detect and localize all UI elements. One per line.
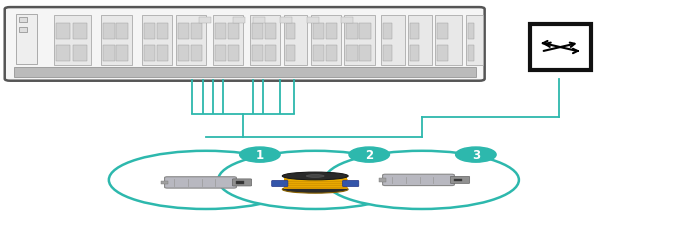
Bar (530, 25, 591, 71)
Bar (408, 16, 432, 66)
FancyBboxPatch shape (165, 177, 236, 188)
Bar (54, 16, 91, 66)
Bar (410, 24, 419, 40)
Bar (117, 46, 128, 62)
Bar (215, 46, 226, 62)
Bar (466, 16, 483, 66)
FancyBboxPatch shape (232, 179, 252, 186)
Bar (383, 46, 392, 62)
Text: 2: 2 (365, 148, 373, 162)
Bar (73, 46, 86, 62)
Bar (161, 181, 168, 184)
Bar (252, 46, 263, 62)
Bar (325, 24, 338, 40)
Bar (265, 46, 277, 62)
Circle shape (456, 147, 496, 163)
Bar (341, 18, 353, 24)
Ellipse shape (284, 175, 347, 181)
Bar (56, 24, 70, 40)
Ellipse shape (325, 151, 519, 209)
Bar (310, 16, 341, 66)
Bar (435, 16, 462, 66)
Bar (144, 24, 155, 40)
Bar (265, 24, 277, 40)
Ellipse shape (218, 151, 412, 209)
Bar (215, 24, 226, 40)
Bar (381, 16, 405, 66)
Bar (233, 18, 245, 24)
Bar (346, 46, 358, 62)
Bar (142, 16, 172, 66)
FancyBboxPatch shape (343, 181, 359, 187)
Bar (313, 24, 324, 40)
FancyBboxPatch shape (450, 177, 470, 184)
Bar (199, 18, 211, 24)
Ellipse shape (306, 175, 324, 178)
Bar (103, 46, 115, 62)
Bar (313, 46, 324, 62)
Bar (383, 24, 392, 40)
Bar (284, 16, 307, 66)
Bar (286, 24, 294, 40)
Bar (14, 68, 476, 78)
Bar (253, 18, 265, 24)
Circle shape (240, 147, 280, 163)
Bar (454, 179, 462, 181)
Bar (178, 24, 189, 40)
Bar (468, 24, 474, 40)
Bar (103, 24, 115, 40)
Ellipse shape (109, 151, 303, 209)
Bar (236, 181, 244, 184)
Bar (307, 18, 319, 24)
Bar (178, 46, 189, 62)
Circle shape (349, 147, 389, 163)
Bar (280, 18, 292, 24)
Bar (73, 24, 86, 40)
Bar (157, 24, 169, 40)
Bar (468, 46, 474, 62)
Bar (157, 46, 169, 62)
Bar (19, 28, 27, 33)
Bar (379, 178, 386, 182)
Bar (359, 46, 371, 62)
Text: 1: 1 (256, 148, 264, 162)
Bar (56, 46, 70, 62)
Bar (101, 16, 132, 66)
Bar (144, 46, 155, 62)
Bar (252, 24, 263, 40)
Text: 3: 3 (472, 148, 480, 162)
Bar (213, 16, 243, 66)
Bar (284, 176, 347, 190)
Bar (344, 16, 375, 66)
Bar (325, 46, 338, 62)
FancyBboxPatch shape (383, 175, 454, 186)
Ellipse shape (282, 186, 348, 194)
Bar (16, 15, 37, 64)
Bar (346, 24, 358, 40)
Bar (359, 24, 371, 40)
Bar (176, 16, 206, 66)
Bar (250, 16, 280, 66)
Bar (286, 46, 294, 62)
Bar (19, 18, 27, 23)
FancyBboxPatch shape (271, 181, 288, 187)
Ellipse shape (282, 172, 348, 180)
Bar (228, 24, 240, 40)
FancyBboxPatch shape (5, 8, 485, 81)
Bar (437, 46, 448, 62)
Bar (117, 24, 128, 40)
Bar (437, 24, 448, 40)
Bar (410, 46, 419, 62)
Bar (228, 46, 240, 62)
Bar (191, 24, 202, 40)
Bar (191, 46, 202, 62)
